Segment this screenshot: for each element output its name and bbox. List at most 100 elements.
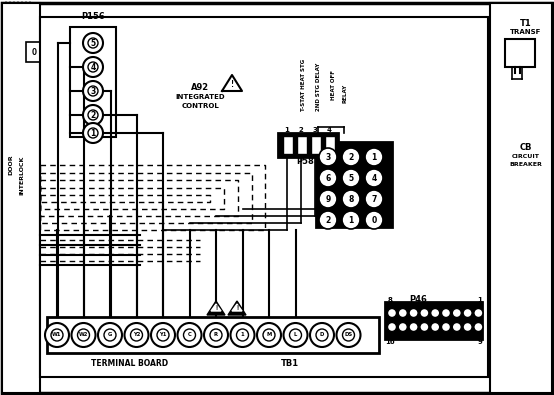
Circle shape xyxy=(284,323,307,347)
Text: 2: 2 xyxy=(325,216,331,224)
Circle shape xyxy=(430,322,440,331)
Circle shape xyxy=(316,329,328,341)
Bar xyxy=(40,17,488,377)
Circle shape xyxy=(88,62,98,72)
Circle shape xyxy=(452,322,461,331)
Circle shape xyxy=(365,211,383,229)
Circle shape xyxy=(125,323,148,347)
Circle shape xyxy=(342,169,360,187)
Circle shape xyxy=(409,308,418,318)
Bar xyxy=(505,39,535,67)
Polygon shape xyxy=(222,75,242,91)
Circle shape xyxy=(319,211,337,229)
Bar xyxy=(283,136,293,154)
Circle shape xyxy=(387,322,397,331)
Text: TB1: TB1 xyxy=(281,359,299,369)
Circle shape xyxy=(409,322,418,331)
Circle shape xyxy=(204,323,228,347)
Text: 16: 16 xyxy=(385,339,395,345)
Circle shape xyxy=(131,329,142,341)
Circle shape xyxy=(78,329,90,341)
Circle shape xyxy=(157,329,169,341)
Polygon shape xyxy=(228,301,246,315)
Circle shape xyxy=(263,329,275,341)
Text: DS: DS xyxy=(345,333,352,337)
Circle shape xyxy=(452,308,461,318)
Text: Y1: Y1 xyxy=(159,333,167,337)
Circle shape xyxy=(319,190,337,208)
Text: 1: 1 xyxy=(348,216,353,224)
Bar xyxy=(26,42,42,62)
Bar xyxy=(311,136,321,154)
Circle shape xyxy=(257,323,281,347)
Circle shape xyxy=(88,110,98,120)
Text: R: R xyxy=(214,333,218,337)
Text: 2: 2 xyxy=(299,127,304,133)
Text: 1: 1 xyxy=(90,128,96,137)
Text: D: D xyxy=(320,333,324,337)
Circle shape xyxy=(71,323,95,347)
Bar xyxy=(325,136,335,154)
Circle shape xyxy=(365,190,383,208)
Bar xyxy=(70,27,116,137)
Text: CONTROL: CONTROL xyxy=(181,103,219,109)
Text: 3: 3 xyxy=(90,87,96,96)
Circle shape xyxy=(365,148,383,166)
Bar xyxy=(490,3,552,393)
Text: TRANSF: TRANSF xyxy=(510,29,542,35)
Text: 4: 4 xyxy=(326,127,331,133)
Bar xyxy=(316,142,392,227)
Text: C: C xyxy=(188,333,191,337)
Bar xyxy=(278,133,338,157)
Circle shape xyxy=(210,329,222,341)
Circle shape xyxy=(342,329,355,341)
Circle shape xyxy=(88,86,98,96)
Text: 5: 5 xyxy=(90,38,95,47)
Circle shape xyxy=(98,323,122,347)
Circle shape xyxy=(177,323,202,347)
Text: 2ND STG DELAY: 2ND STG DELAY xyxy=(315,63,321,111)
Circle shape xyxy=(290,329,301,341)
Text: INTEGRATED: INTEGRATED xyxy=(175,94,225,100)
Text: INTERLOCK: INTERLOCK xyxy=(19,155,24,195)
Circle shape xyxy=(442,322,450,331)
Text: Y2: Y2 xyxy=(133,333,140,337)
Circle shape xyxy=(230,323,254,347)
Circle shape xyxy=(365,169,383,187)
Circle shape xyxy=(420,322,429,331)
Text: 2: 2 xyxy=(90,111,96,120)
Text: !: ! xyxy=(214,305,218,311)
Circle shape xyxy=(319,148,337,166)
Circle shape xyxy=(463,308,472,318)
Circle shape xyxy=(151,323,175,347)
Text: 3: 3 xyxy=(325,152,331,162)
Text: DOOR: DOOR xyxy=(8,155,13,175)
Circle shape xyxy=(398,308,407,318)
Circle shape xyxy=(342,148,360,166)
Text: 9: 9 xyxy=(325,194,331,203)
Text: 8: 8 xyxy=(348,194,353,203)
Text: 0: 0 xyxy=(371,216,377,224)
Circle shape xyxy=(237,329,249,341)
Text: 3: 3 xyxy=(312,127,317,133)
Text: 8: 8 xyxy=(388,297,392,303)
Text: 2: 2 xyxy=(348,152,353,162)
Circle shape xyxy=(45,323,69,347)
Circle shape xyxy=(88,38,98,48)
Circle shape xyxy=(398,322,407,331)
Bar xyxy=(385,302,482,339)
Circle shape xyxy=(51,329,63,341)
Text: 1: 1 xyxy=(240,333,244,337)
Circle shape xyxy=(83,123,103,143)
Circle shape xyxy=(474,308,483,318)
Text: 4: 4 xyxy=(371,173,377,182)
Text: 6: 6 xyxy=(325,173,331,182)
Text: 4: 4 xyxy=(90,62,96,71)
Text: 7: 7 xyxy=(371,194,377,203)
Text: 1: 1 xyxy=(478,297,483,303)
Text: P46: P46 xyxy=(409,295,427,305)
Text: BREAKER: BREAKER xyxy=(510,162,542,167)
Text: CB: CB xyxy=(520,143,532,152)
Circle shape xyxy=(342,211,360,229)
Polygon shape xyxy=(211,304,221,311)
